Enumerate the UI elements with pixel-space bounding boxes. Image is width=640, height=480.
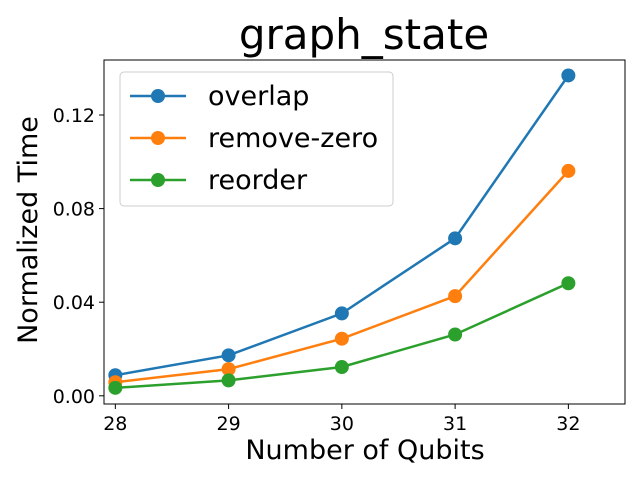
x-tick-label: 29 bbox=[216, 413, 240, 435]
data-point-overlap-1 bbox=[221, 348, 236, 363]
data-point-remove-zero-3 bbox=[448, 289, 463, 304]
x-axis-label: Number of Qubits bbox=[245, 435, 484, 466]
legend-marker-remove-zero bbox=[151, 131, 165, 145]
legend-label-overlap: overlap bbox=[208, 81, 309, 112]
legend-box bbox=[119, 71, 394, 207]
legend-label-reorder: reorder bbox=[208, 165, 308, 196]
data-point-reorder-4 bbox=[561, 276, 576, 291]
y-tick-label: 0.00 bbox=[53, 386, 95, 408]
legend: overlap remove-zero reorder bbox=[119, 71, 394, 207]
data-point-overlap-3 bbox=[448, 231, 463, 246]
y-tick-label: 0.08 bbox=[53, 199, 95, 221]
data-point-overlap-2 bbox=[334, 306, 349, 321]
data-point-overlap-4 bbox=[561, 68, 576, 83]
chart-title: graph_state bbox=[239, 10, 489, 59]
legend-marker-reorder bbox=[151, 173, 165, 187]
data-point-remove-zero-1 bbox=[221, 362, 236, 377]
y-axis-label: Normalized Time bbox=[13, 116, 44, 344]
legend-label-remove-zero: remove-zero bbox=[208, 123, 378, 154]
x-tick-label: 30 bbox=[330, 413, 354, 435]
x-tick-label: 32 bbox=[556, 413, 580, 435]
y-tick-label: 0.12 bbox=[53, 105, 95, 127]
data-point-remove-zero-2 bbox=[334, 331, 349, 346]
data-point-reorder-3 bbox=[448, 327, 463, 342]
x-tick-label: 28 bbox=[103, 413, 127, 435]
data-point-remove-zero-4 bbox=[561, 163, 576, 178]
data-point-reorder-2 bbox=[334, 360, 349, 375]
y-tick-label: 0.04 bbox=[53, 292, 95, 314]
data-point-reorder-0 bbox=[108, 380, 123, 395]
legend-marker-overlap bbox=[151, 89, 165, 103]
axes-frame bbox=[103, 59, 626, 405]
x-tick-label: 31 bbox=[443, 413, 467, 435]
data-point-reorder-1 bbox=[221, 373, 236, 388]
plot-area: 28 29 30 31 32 0.00 0.04 0.08 0.12 bbox=[53, 59, 626, 435]
